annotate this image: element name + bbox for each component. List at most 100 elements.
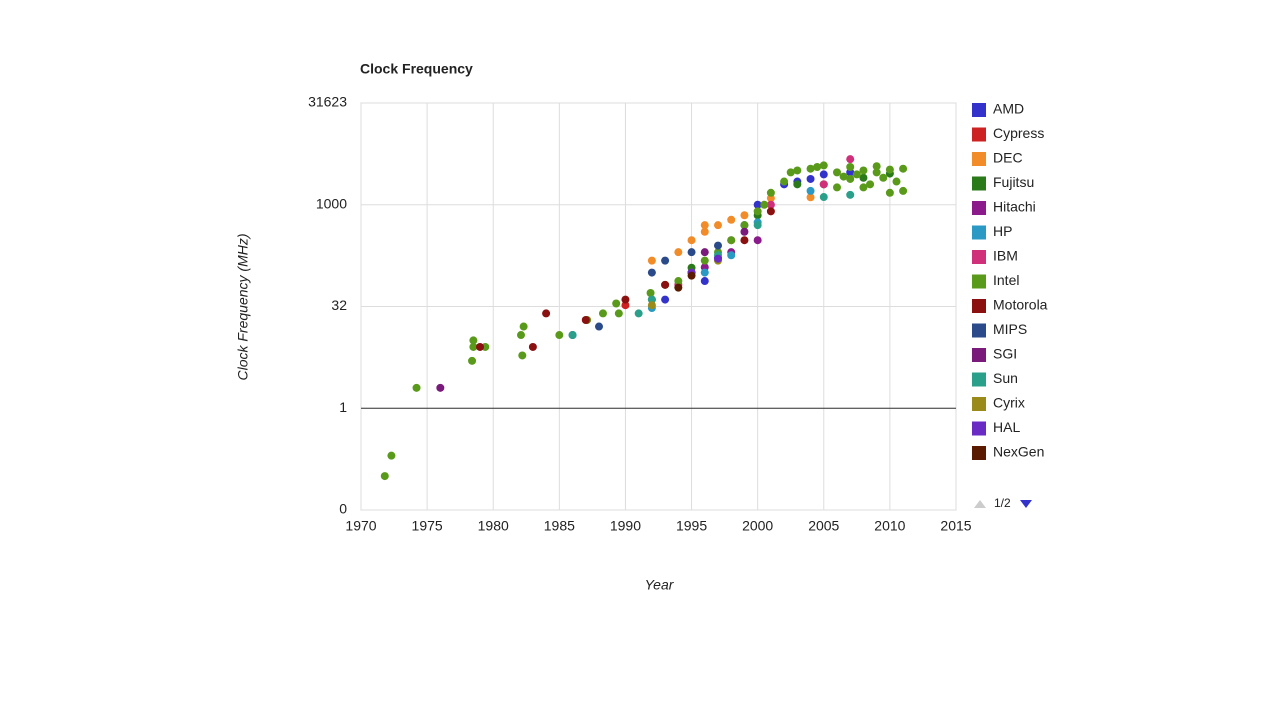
legend-label: MIPS	[993, 321, 1027, 337]
point	[753, 200, 762, 209]
point	[872, 162, 881, 171]
point	[885, 165, 894, 174]
point	[687, 236, 696, 245]
legend-label: Cypress	[993, 125, 1044, 141]
point	[727, 215, 736, 224]
point	[740, 227, 749, 236]
point	[647, 301, 656, 310]
legend-swatch	[972, 299, 986, 313]
point	[468, 356, 477, 365]
legend-label: Sun	[993, 370, 1018, 386]
point	[647, 268, 656, 277]
point	[892, 177, 901, 186]
point	[846, 155, 855, 164]
point	[819, 170, 828, 179]
x-tick-label: 1975	[412, 518, 443, 534]
point	[674, 248, 683, 257]
x-tick-label: 2010	[874, 518, 905, 534]
point	[647, 256, 656, 265]
legend-page: 1/2	[994, 496, 1011, 510]
legend-prev[interactable]	[974, 500, 986, 508]
y-axis-label: Clock Frequency (MHz)	[235, 233, 251, 380]
point	[806, 174, 815, 183]
point	[846, 174, 855, 183]
legend-swatch	[972, 250, 986, 264]
point	[528, 342, 537, 351]
point	[846, 163, 855, 172]
point	[634, 309, 643, 318]
point	[753, 236, 762, 245]
x-tick-label: 2005	[808, 518, 839, 534]
legend-label: Hitachi	[993, 199, 1036, 215]
legend-swatch	[972, 127, 986, 142]
point	[469, 336, 478, 345]
legend-label: IBM	[993, 248, 1018, 264]
point	[598, 309, 607, 318]
point	[621, 295, 630, 304]
x-axis-label: Year	[645, 577, 675, 593]
point	[866, 180, 875, 189]
y-tick-label: 0	[339, 501, 347, 517]
x-tick-label: 1985	[544, 518, 575, 534]
point	[833, 168, 841, 177]
point	[760, 200, 769, 209]
legend-swatch	[972, 421, 986, 436]
point	[519, 322, 528, 331]
point	[839, 172, 848, 181]
point	[687, 248, 696, 257]
point	[661, 295, 670, 304]
point	[700, 268, 709, 277]
x-tick-label: 1980	[478, 518, 509, 534]
point	[833, 183, 841, 192]
point	[740, 236, 749, 245]
legend-label: HAL	[993, 419, 1020, 435]
legend-swatch	[972, 446, 986, 460]
point	[793, 180, 802, 189]
point	[674, 283, 683, 292]
point	[819, 193, 828, 202]
point	[859, 173, 868, 182]
point	[387, 451, 396, 460]
x-tick-label: 1970	[345, 518, 376, 534]
point	[819, 180, 828, 189]
point	[879, 173, 888, 182]
point	[740, 211, 749, 220]
point	[647, 295, 656, 304]
legend-swatch	[972, 152, 986, 166]
point	[476, 342, 484, 351]
legend-swatch	[972, 176, 986, 191]
point	[700, 256, 709, 265]
point	[846, 190, 855, 199]
legend-label: Intel	[993, 272, 1019, 288]
y-tick-label: 1000	[316, 195, 347, 211]
point	[714, 254, 722, 263]
legend-swatch	[972, 397, 986, 411]
point	[436, 383, 445, 392]
point	[806, 186, 815, 195]
point	[766, 207, 775, 216]
point	[872, 168, 881, 177]
point	[885, 188, 894, 197]
point	[674, 277, 683, 286]
point	[581, 315, 590, 324]
x-tick-label: 2000	[742, 518, 773, 534]
point	[753, 207, 762, 216]
x-tick-label: 1990	[610, 518, 641, 534]
point	[700, 221, 709, 230]
point	[813, 163, 822, 172]
legend-next[interactable]	[1020, 500, 1032, 508]
point	[614, 309, 623, 318]
legend-label: AMD	[993, 101, 1024, 117]
point	[612, 299, 621, 308]
legend-swatch	[972, 372, 986, 387]
legend-swatch	[972, 348, 986, 362]
point	[852, 170, 861, 179]
point	[859, 183, 868, 192]
point	[595, 322, 603, 331]
point	[793, 166, 802, 175]
point	[700, 227, 709, 236]
y-tick-label: 1	[339, 399, 347, 415]
